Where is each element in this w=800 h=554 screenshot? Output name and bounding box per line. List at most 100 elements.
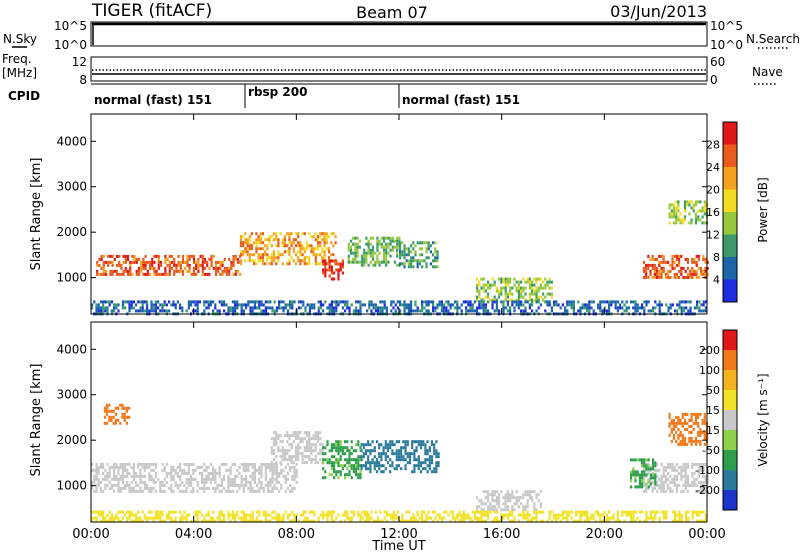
- velocity-cell: [183, 471, 186, 475]
- velocity-cell: [671, 480, 674, 484]
- power-cell: [482, 303, 485, 307]
- velocity-cell: [214, 489, 217, 493]
- power-cell: [288, 232, 291, 236]
- power-cell: [312, 235, 315, 239]
- power-cell: [354, 242, 357, 246]
- power-cell: [312, 247, 315, 251]
- power-cell: [667, 306, 670, 310]
- power-cell: [299, 250, 302, 254]
- velocity-cell: [672, 436, 676, 440]
- velocity-cell: [212, 477, 215, 481]
- power-cell: [686, 203, 689, 207]
- velocity-cell: [531, 519, 534, 523]
- velocity-cell: [456, 516, 459, 520]
- power-cell: [425, 309, 428, 313]
- power-cell: [694, 215, 698, 219]
- velocity-cell: [273, 483, 276, 487]
- velocity-cell: [668, 424, 671, 428]
- velocity-cell: [181, 480, 184, 484]
- velocity-cell: [236, 489, 239, 493]
- velocity-cell: [260, 483, 263, 487]
- velocity-cell: [308, 443, 311, 447]
- velocity-cell: [550, 510, 553, 514]
- velocity-cell: [187, 513, 190, 517]
- velocity-cell: [511, 519, 514, 523]
- velocity-cell: [662, 480, 665, 484]
- power-cell: [484, 306, 487, 310]
- velocity-cell: [308, 449, 311, 453]
- velocity-cell: [375, 461, 379, 465]
- velocity-cell: [294, 458, 298, 462]
- power-cell: [533, 283, 536, 287]
- velocity-cell: [698, 510, 701, 514]
- velocity-cell: [337, 470, 340, 474]
- velocity-cell: [119, 421, 122, 425]
- velocity-cell: [660, 462, 663, 466]
- power-cell: [531, 303, 534, 307]
- power-cell: [546, 280, 549, 284]
- cpid-label: CPID: [8, 89, 40, 103]
- power-cell: [542, 280, 545, 284]
- velocity-cell: [669, 462, 672, 466]
- velocity-cell: [346, 510, 349, 514]
- velocity-cell: [278, 471, 281, 475]
- velocity-cell: [703, 415, 706, 419]
- power-cell: [260, 309, 263, 313]
- power-cell: [511, 300, 514, 304]
- power-cell: [354, 251, 357, 255]
- velocity-cell: [135, 489, 138, 493]
- velocity-cell: [240, 462, 243, 466]
- power-cell: [586, 303, 589, 307]
- velocity-cell: [154, 510, 157, 514]
- power-cell: [376, 239, 379, 243]
- power-ytick-label: 4000: [56, 134, 87, 148]
- power-cell: [259, 253, 262, 257]
- velocity-cell: [447, 513, 450, 517]
- power-cell: [228, 257, 231, 261]
- power-cell: [392, 300, 395, 304]
- velocity-cell: [305, 434, 309, 438]
- velocity-cell: [397, 458, 401, 462]
- velocity-cell: [679, 442, 682, 446]
- power-cell: [504, 286, 507, 290]
- power-cell: [303, 232, 306, 236]
- velocity-cell: [667, 477, 670, 481]
- power-cell: [679, 212, 682, 216]
- velocity-cell: [201, 474, 204, 478]
- velocity-cell: [324, 470, 327, 474]
- velocity-cell: [132, 468, 135, 472]
- velocity-cell: [214, 474, 217, 478]
- power-cell: [352, 309, 355, 313]
- velocity-cell: [258, 480, 261, 484]
- power-cell: [526, 280, 529, 284]
- velocity-cell: [126, 510, 129, 514]
- power-cell: [642, 266, 645, 270]
- velocity-cell: [179, 516, 182, 520]
- power-cell: [407, 259, 410, 263]
- velocity-cell: [667, 471, 670, 475]
- power-cell: [139, 309, 142, 313]
- power-cell: [102, 272, 105, 276]
- velocity-cell: [310, 461, 313, 465]
- power-cell: [347, 260, 350, 264]
- velocity-cell: [397, 449, 401, 453]
- velocity-cell: [407, 510, 410, 514]
- velocity-cell: [207, 513, 210, 517]
- velocity-cell: [674, 510, 677, 514]
- power-cell: [387, 245, 390, 249]
- velocity-cell: [546, 519, 549, 523]
- power-cell: [535, 277, 538, 281]
- velocity-cell: [491, 508, 494, 512]
- power-cell: [610, 303, 613, 307]
- velocity-cell: [670, 427, 673, 431]
- power-cell: [401, 303, 404, 307]
- velocity-cell: [218, 468, 221, 472]
- velocity-cell: [152, 486, 155, 490]
- power-cell: [324, 265, 327, 269]
- power-cell: [369, 260, 372, 264]
- velocity-cell: [119, 465, 122, 469]
- velocity-cell: [205, 480, 208, 484]
- power-cell: [524, 280, 527, 284]
- velocity-cell: [391, 464, 394, 468]
- power-cell: [662, 266, 665, 270]
